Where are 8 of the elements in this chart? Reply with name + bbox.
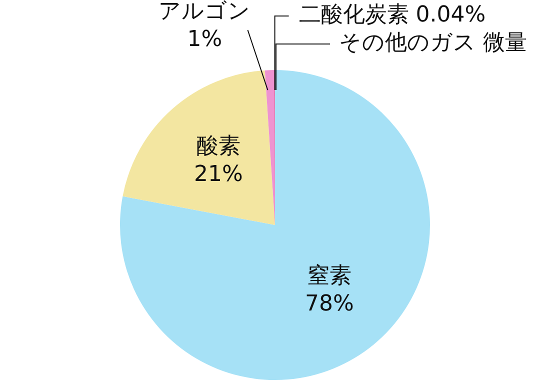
category-label: その他のガス 微量 bbox=[339, 30, 527, 56]
data-label: 78% bbox=[304, 291, 354, 316]
slice-label: アルゴン bbox=[158, 0, 251, 24]
slice-label: 二酸化炭素 0.04% bbox=[298, 2, 486, 28]
data-label: 21% bbox=[194, 162, 243, 187]
slice-label: 窒素 bbox=[307, 263, 352, 288]
slice-label: 酸素 bbox=[196, 134, 240, 159]
data-label: 1% bbox=[187, 26, 222, 52]
